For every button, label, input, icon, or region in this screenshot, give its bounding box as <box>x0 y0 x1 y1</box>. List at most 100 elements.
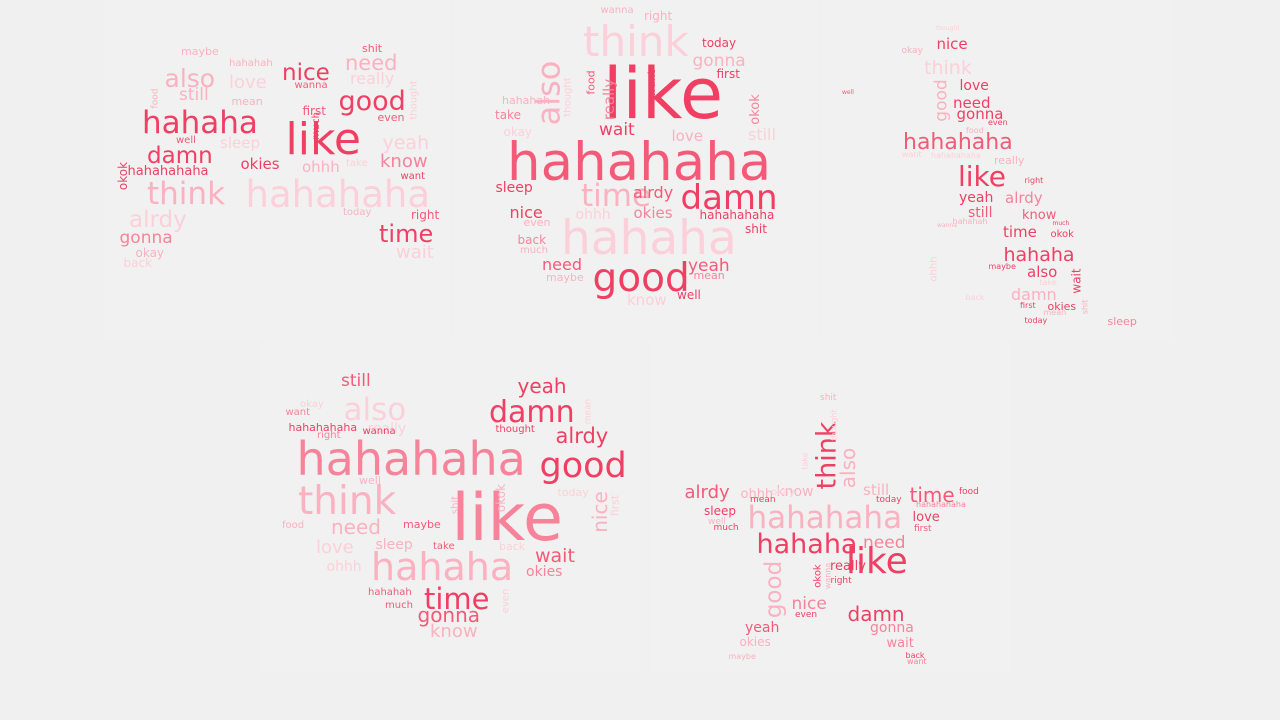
cloud-circle-word: alrdy <box>633 183 674 202</box>
cloud-face-word: back <box>123 256 153 270</box>
cloud-heart-word: back <box>499 539 526 553</box>
cloud-heart-word: gonna <box>417 603 481 627</box>
cloud-face-word: thought <box>408 80 420 120</box>
cloud-circle-word: maybe <box>546 270 584 284</box>
cloud-star-word: mean <box>750 494 776 505</box>
cloud-figure-word: today <box>1024 316 1048 325</box>
cloud-star-word: also <box>836 447 861 489</box>
cloud-circle-word: yeah <box>688 255 730 276</box>
cloud-figure-word: like <box>958 160 1007 193</box>
cloud-face-word: much <box>310 112 322 140</box>
cloud-star-word: good <box>760 560 787 618</box>
cloud-heart-word: damn <box>489 395 575 430</box>
cloud-figure-word: alrdy <box>1005 188 1043 207</box>
cloud-heart-word: need <box>331 515 381 539</box>
cloud-circle-word: well <box>677 288 701 302</box>
cloud-circle-word: thought <box>562 77 574 117</box>
cloud-star-word: like <box>846 541 908 582</box>
cloud-figure-word: love <box>959 78 989 94</box>
cloud-star-word: shit <box>820 392 837 403</box>
cloud-star-word: okies <box>739 635 771 649</box>
cloud-figure-word: sleep <box>1107 314 1137 328</box>
cloud-star-word: hahahaha <box>747 499 903 536</box>
cloud-circle-word: much <box>520 245 548 256</box>
cloud-heart-word: wanna <box>362 426 396 437</box>
cloud-star-word: hahahahaha <box>916 500 966 509</box>
cloud-heart-word: hahahahaha <box>288 420 358 434</box>
cloud-face-word: yeah <box>382 131 430 154</box>
cloud-face-word: time <box>379 220 434 248</box>
cloud-face-word: shit <box>362 41 383 55</box>
cloud-face-word: hahahahaha <box>127 163 209 179</box>
cloud-figure-word: damn <box>1011 285 1057 304</box>
cloud-circle-word: today <box>702 36 737 50</box>
cloud-figure-word: good <box>931 78 952 122</box>
cloud-figure-word: food <box>966 126 984 135</box>
cloud-star-word: thought <box>829 409 839 441</box>
cloud-star-word: nice <box>791 593 827 614</box>
cloud-star-word: food <box>959 486 979 497</box>
cloud-circle-word: still <box>748 125 776 144</box>
cloud-circle-word: hahahah <box>502 93 551 107</box>
cloud-circle-word: like <box>603 53 724 135</box>
cloud-figure-word: also <box>1027 262 1058 281</box>
cloud-face-word: well <box>176 135 196 146</box>
cloud-star-word: first <box>914 523 932 534</box>
cloud-face: maybe hahahah shit need also love nice really wa… <box>105 0 450 340</box>
cloud-figure-word: gonna <box>956 104 1004 123</box>
cloud-circle-word: hahaha <box>561 210 737 266</box>
cloud-star-word: take <box>800 452 810 470</box>
cloud-heart-word: thought <box>495 424 535 435</box>
cloud-star: shit think thought also take alrdy ohhh know oka… <box>650 342 1010 672</box>
cloud-circle-word: ohhh <box>575 207 611 223</box>
cloud-star-word: ohhh <box>740 486 774 502</box>
cloud-heart-word: yeah <box>517 374 567 398</box>
cloud-circle-word: wanna <box>600 5 634 16</box>
cloud-star-word: sleep <box>704 504 736 518</box>
cloud-star-word: want <box>907 657 927 666</box>
cloud-circle-word: damn <box>680 178 778 218</box>
cloud-star-word: even <box>795 609 818 620</box>
cloud-face-word: damn <box>147 142 213 169</box>
cloud-face-word: okies <box>240 154 280 173</box>
cloud-heart-word: ohhh <box>326 559 362 575</box>
cloud-face-word: gonna <box>119 227 173 248</box>
cloud-face-word: wanna <box>294 80 328 91</box>
cloud-figure-word: hahahahaha <box>931 151 981 160</box>
cloud-figure-word: want <box>902 150 922 159</box>
cloud-heart-word: think <box>298 478 397 524</box>
cloud-face-word: first <box>302 104 326 118</box>
cloud-star-word: damn <box>847 602 905 626</box>
cloud-figure-word: hahahah <box>952 217 988 226</box>
cloud-circle-word: need <box>542 255 582 274</box>
cloud-heart-word: nice <box>587 491 612 533</box>
cloud-star-word: back <box>905 651 925 660</box>
cloud-face-word: today <box>343 207 372 218</box>
cloud-figure-word: think <box>924 56 972 79</box>
cloud-figure-word: okay <box>901 45 923 56</box>
cloud-heart-word: okies <box>526 564 563 580</box>
cloud-face-word: also <box>164 63 216 93</box>
cloud-heart: still okay also yeah mean want damn hahahahaha r… <box>260 342 640 672</box>
cloud-figure-word: take <box>1039 278 1057 287</box>
cloud-face-word: love <box>229 72 267 93</box>
cloud-heart-word: still <box>341 370 371 391</box>
cloud-heart-word: sleep <box>375 537 413 553</box>
cloud-heart-word: food <box>282 520 305 531</box>
cloud-heart-word: much <box>385 600 413 611</box>
cloud-star-word: yeah <box>745 620 780 636</box>
cloud-circle-word: gonna <box>692 50 746 71</box>
cloud-heart-word: alrdy <box>555 423 609 448</box>
cloud-heart-word: shit <box>450 495 462 515</box>
cloud-heart-word: like <box>451 480 563 556</box>
cloud-heart-word: okay <box>300 399 324 410</box>
cloud-circle-word: mean <box>693 268 725 282</box>
cloud-figure-word: really <box>994 153 1025 167</box>
cloud-face-word: alrdy <box>129 206 187 233</box>
cloud-star-word: well <box>708 516 726 527</box>
cloud-figure-word: still <box>968 205 993 221</box>
cloud-star-word: know <box>776 484 814 500</box>
cloud-circle-word: okay <box>503 125 533 139</box>
cloud-heart-word: also <box>343 391 407 428</box>
